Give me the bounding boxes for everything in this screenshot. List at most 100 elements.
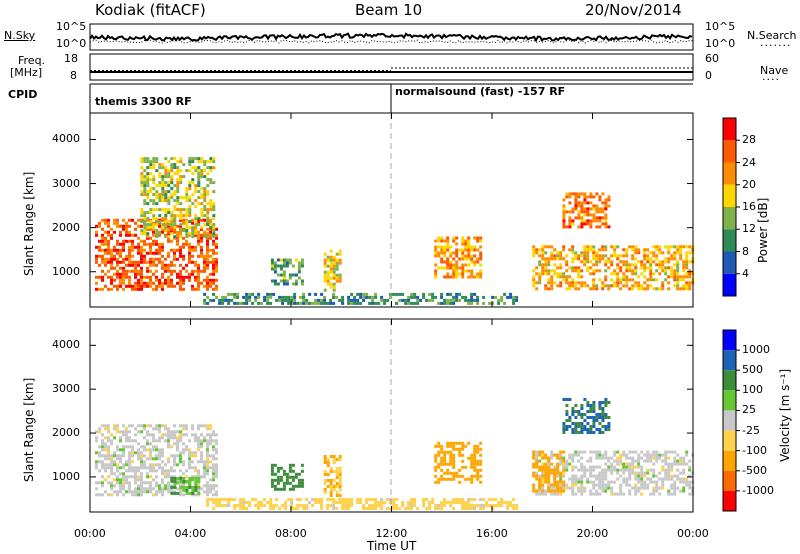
power-cells-cell: [164, 229, 168, 233]
power-cells-cell: [479, 251, 483, 255]
power-cells-cell: [209, 233, 212, 237]
power-cells-cell: [194, 166, 198, 170]
vel-cells-cell: [443, 498, 447, 501]
power-cells-cell: [206, 278, 209, 282]
power-cells-cell: [661, 284, 665, 288]
power-cells-cell: [332, 282, 336, 286]
power-cells-cell: [179, 284, 182, 288]
power-cells-cell: [547, 263, 551, 267]
power-cells-cell: [544, 284, 548, 288]
power-cells-cell: [556, 254, 560, 258]
vel-cells-cell: [137, 454, 140, 458]
power-cells-cell: [610, 278, 614, 282]
power-cells-cell: [203, 284, 206, 288]
power-cells-cell: [607, 225, 611, 229]
power-cells-cell: [332, 301, 336, 305]
vel-cells-cell: [323, 455, 327, 458]
vel-cells-cell: [212, 448, 215, 452]
power-cells-cell: [455, 275, 459, 279]
power-cells-cell: [658, 287, 662, 291]
power-cells-cell: [541, 248, 545, 252]
vel-cells-cell: [452, 444, 456, 448]
power-cells-cell: [149, 199, 153, 203]
power-cells-cell: [455, 298, 459, 302]
vel-cells-cell: [619, 474, 623, 478]
power-cells-cell: [167, 269, 170, 273]
power-cells-cell: [194, 260, 197, 264]
power-cells-cell: [110, 248, 113, 252]
power-cells-cell: [110, 260, 113, 264]
vel-cells-cell: [392, 507, 396, 510]
power-cells-cell: [437, 254, 441, 258]
vel-cells-cell: [610, 486, 614, 490]
vel-cells-cell: [610, 489, 614, 493]
power-cells-cell: [107, 230, 110, 234]
power-cells-cell: [215, 278, 218, 282]
power-cells-cell: [625, 278, 629, 282]
vel-cells-cell: [497, 501, 501, 504]
power-cells-cell: [161, 284, 164, 288]
vel-cells-cell: [577, 413, 581, 416]
vel-cells-cell: [586, 416, 590, 419]
vel-cells-cell: [476, 462, 480, 466]
vel-cells-cell: [110, 481, 113, 485]
power-cells-cell: [191, 272, 194, 276]
power-cells-cell: [279, 279, 283, 283]
vel-cells-cell: [634, 459, 638, 463]
vel-cells-cell: [628, 456, 632, 460]
power-cells-cell: [200, 169, 204, 173]
vel-cells-cell: [179, 479, 183, 483]
power-cells-cell: [604, 260, 608, 264]
power-cells-cell: [553, 248, 557, 252]
power-cells-cell: [559, 266, 563, 270]
vel-cells-cell: [458, 501, 462, 504]
vel-cells-cell: [98, 481, 101, 485]
vel-cells-cell: [326, 479, 330, 482]
ytick-label: 3000: [52, 382, 80, 396]
vel-cells-cell: [191, 454, 194, 458]
vel-cells-cell: [161, 478, 164, 482]
power-cells-cell: [119, 233, 122, 237]
power-cells-cell: [143, 181, 147, 185]
vel-cells-cell: [110, 469, 113, 473]
power-cells-cell: [586, 254, 590, 258]
vel-cells-cell: [598, 492, 602, 496]
vel-cells-cell: [592, 422, 596, 425]
power-cells-cell: [161, 190, 165, 194]
vel-cells-cell: [655, 489, 659, 493]
power-cells-cell: [577, 225, 581, 229]
vel-cells-cell: [667, 477, 671, 481]
vel-cells-cell: [640, 474, 644, 478]
vel-cells-cell: [595, 483, 599, 487]
vel-cells-cell: [437, 444, 441, 448]
power-cells-cell: [676, 272, 680, 276]
vel-cells-cell: [553, 483, 557, 487]
vel-cells-cell: [185, 469, 188, 473]
power-cells-cell: [604, 207, 608, 211]
power-cells-cell: [676, 263, 680, 267]
vel-cells-cell: [146, 472, 149, 476]
vel-cells-cell: [688, 459, 692, 463]
power-cells-cell: [182, 275, 185, 279]
power-cells-cell: [544, 260, 548, 264]
vel-cells-cell: [643, 486, 647, 490]
vel-cells-cell: [137, 490, 140, 494]
power-cells-cell: [685, 287, 689, 291]
vel-cells-cell: [329, 494, 333, 497]
vel-cells-cell: [137, 484, 140, 488]
vel-cells-cell: [571, 456, 575, 460]
vel-cells-cell: [128, 457, 131, 461]
vel-cells-cell: [158, 427, 161, 431]
vel-cells-cell: [476, 459, 480, 463]
power-cells-cell: [200, 226, 204, 230]
power-cells-cell: [194, 233, 197, 237]
power-cells-cell: [161, 178, 165, 182]
power-cells-cell: [110, 236, 113, 240]
power-cells-cell: [182, 245, 185, 249]
power-cells-cell: [212, 266, 215, 270]
power-cells-cell: [452, 263, 456, 267]
vel-cells-cell: [311, 498, 315, 501]
cpid-label: CPID: [8, 88, 38, 101]
vel-cells-cell: [335, 467, 339, 470]
vel-cells-cell: [589, 459, 593, 463]
